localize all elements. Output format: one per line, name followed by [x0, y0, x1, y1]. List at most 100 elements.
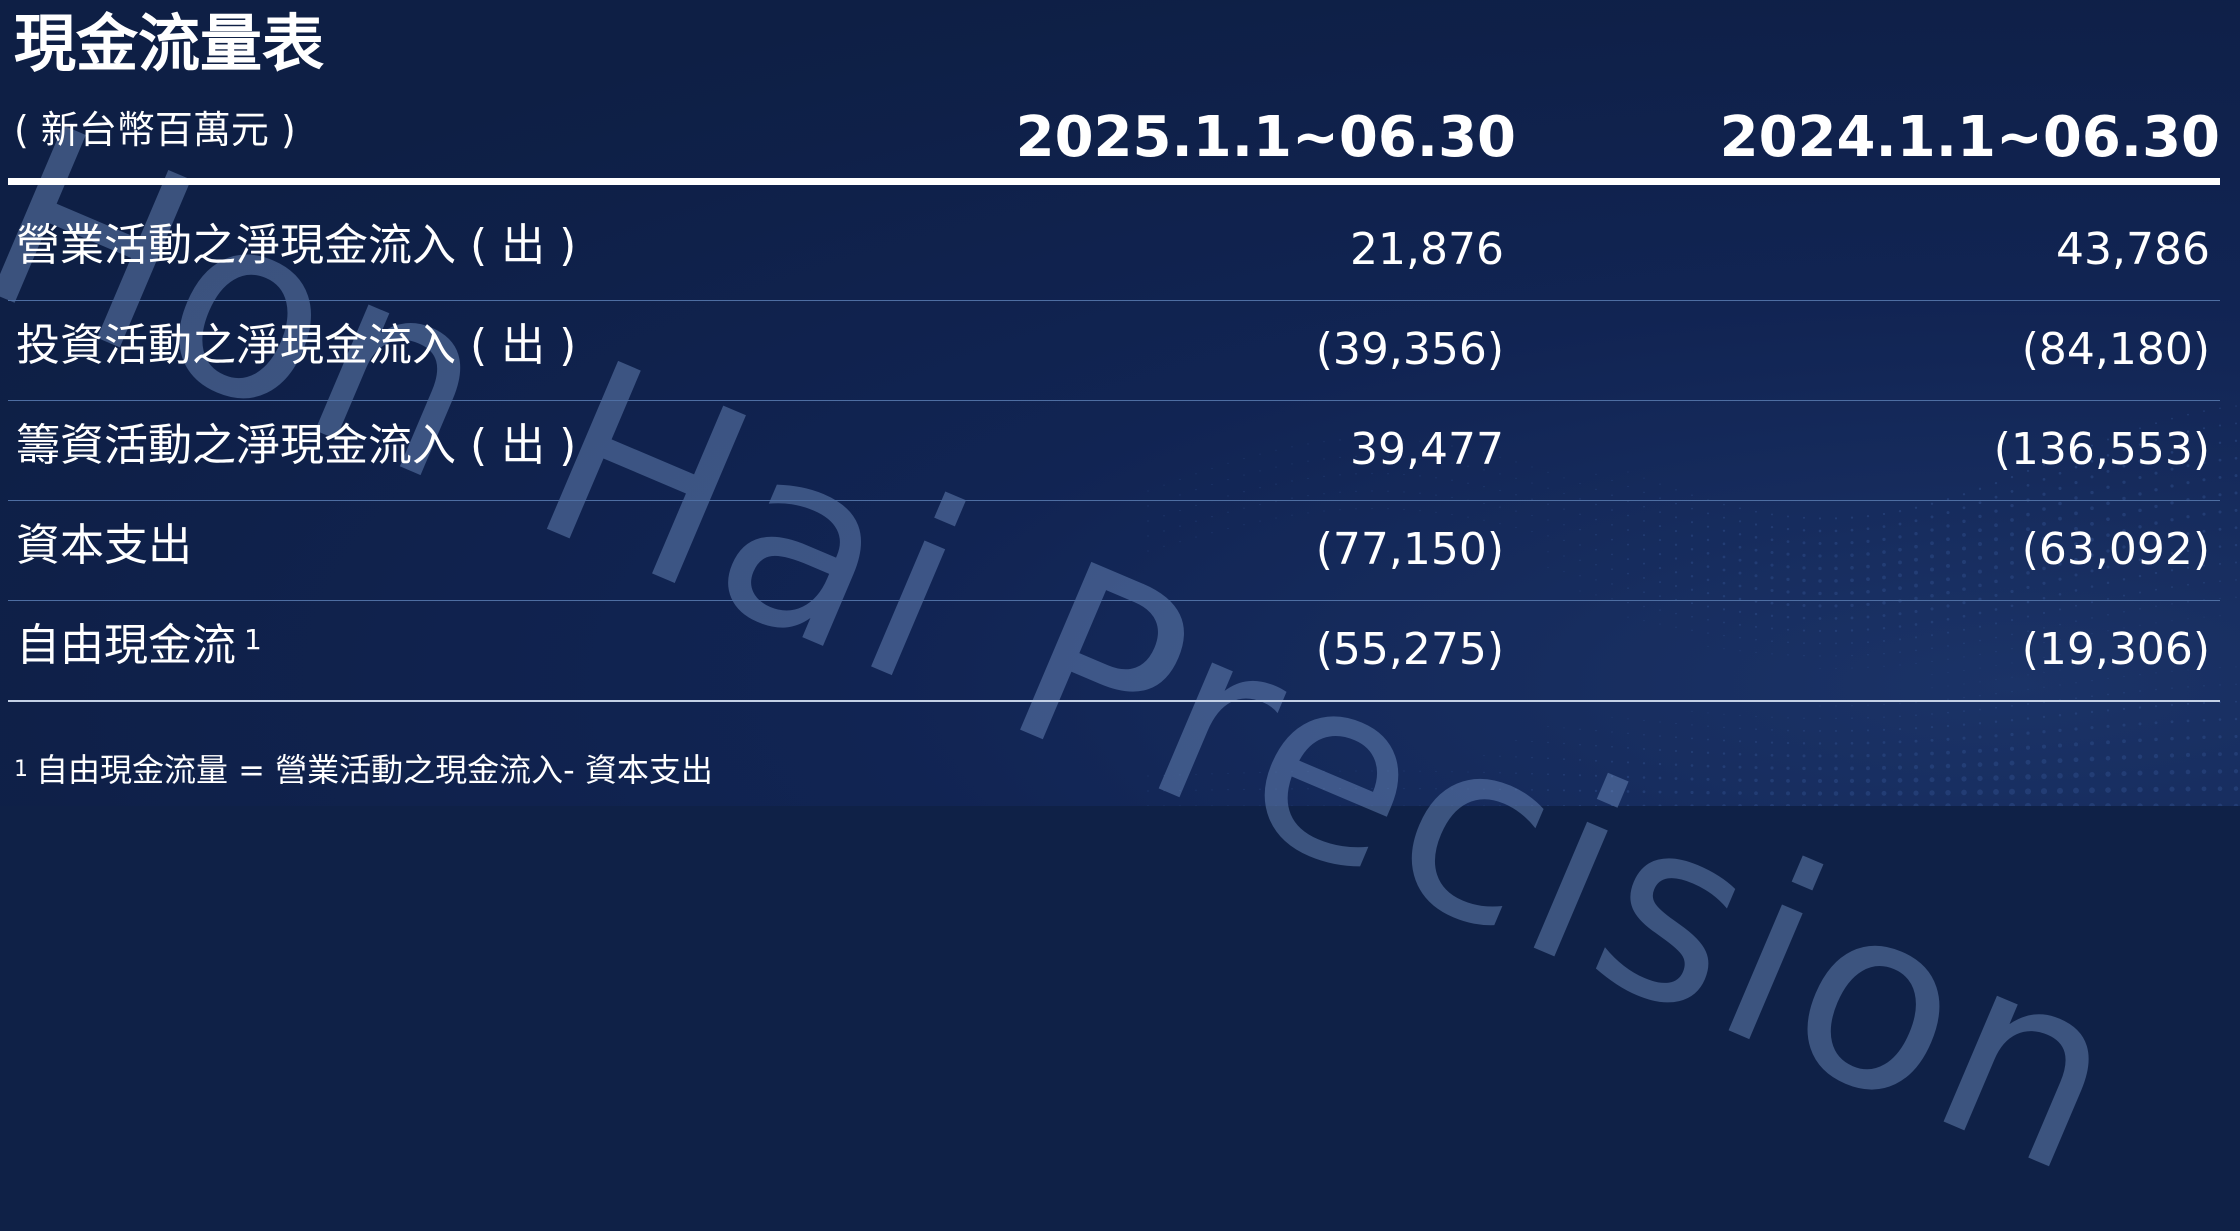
- decorative-dot: [1898, 612, 1902, 616]
- decorative-dot: [1897, 778, 1903, 783]
- decorative-dot: [1163, 790, 1165, 792]
- decorative-dot: [2058, 531, 2062, 536]
- decorative-dot: [1722, 765, 1726, 769]
- decorative-dot: [1850, 516, 1854, 519]
- decorative-dot: [1818, 541, 1822, 545]
- decorative-dot: [1738, 791, 1742, 795]
- decorative-dot: [1834, 541, 1838, 545]
- decorative-dot: [1899, 651, 1901, 653]
- decorative-dot: [1754, 791, 1758, 796]
- decorative-dot: [1147, 550, 1149, 552]
- decorative-dot: [1866, 741, 1870, 745]
- decorative-dot: [1403, 508, 1405, 510]
- decorative-dot: [2010, 504, 2014, 508]
- decorative-dot: [2218, 562, 2222, 565]
- decorative-dot: [2026, 717, 2030, 720]
- decorative-dot: [1787, 717, 1789, 719]
- decorative-dot: [2185, 769, 2191, 775]
- decorative-dot: [1371, 437, 1373, 440]
- decorative-dot: [1914, 727, 1918, 730]
- decorative-dot: [1626, 761, 1630, 764]
- decorative-dot: [1849, 791, 1855, 796]
- decorative-dot: [2072, 802, 2080, 806]
- decorative-dot: [1707, 632, 1709, 634]
- decorative-dot: [2170, 484, 2174, 488]
- decorative-dot: [2218, 510, 2222, 514]
- decorative-dot: [1850, 754, 1854, 758]
- decorative-dot: [1706, 551, 1710, 555]
- row-value-2024: (84,180): [2021, 324, 2210, 375]
- decorative-dot: [1994, 720, 1998, 723]
- decorative-dot: [2011, 690, 2013, 693]
- decorative-dot: [1419, 492, 1421, 494]
- row-value-2024: (136,553): [1993, 424, 2210, 475]
- decorative-dot: [1259, 487, 1261, 489]
- decorative-dot: [1658, 762, 1662, 766]
- decorative-dot: [1435, 459, 1437, 462]
- decorative-dot: [1770, 601, 1774, 605]
- decorative-dot: [1579, 498, 1581, 500]
- decorative-dot: [2154, 737, 2158, 742]
- decorative-dot: [1179, 774, 1181, 776]
- decorative-dot: [1355, 787, 1357, 790]
- decorative-dot: [1834, 517, 1838, 520]
- decorative-dot: [1978, 528, 1982, 533]
- decorative-dot: [1467, 771, 1469, 773]
- decorative-dot: [2106, 454, 2110, 457]
- decorative-dot: [1866, 766, 1870, 771]
- decorative-dot: [1754, 561, 1758, 565]
- decorative-dot: [1834, 742, 1838, 745]
- decorative-dot: [1946, 577, 1950, 582]
- decorative-dot: [1563, 727, 1565, 729]
- decorative-dot: [1179, 789, 1181, 792]
- decorative-dot: [1547, 757, 1549, 760]
- decorative-dot: [1867, 641, 1869, 644]
- decorative-dot: [1307, 443, 1309, 445]
- decorative-dot: [1786, 527, 1790, 531]
- decorative-dot: [1979, 653, 1981, 655]
- decorative-dot: [1818, 778, 1822, 783]
- decorative-dot: [1690, 790, 1694, 795]
- decorative-dot: [1946, 724, 1950, 728]
- decorative-dot: [1786, 552, 1790, 556]
- decorative-dot: [1850, 603, 1854, 607]
- decorative-dot: [1962, 560, 1966, 565]
- decorative-dot: [1929, 777, 1935, 783]
- decorative-dot: [1595, 594, 1597, 596]
- decorative-dot: [1275, 449, 1277, 451]
- decorative-dot: [2217, 769, 2223, 774]
- decorative-dot: [2219, 597, 2221, 600]
- decorative-dot: [1579, 528, 1581, 531]
- decorative-dot: [1147, 535, 1149, 537]
- decorative-dot: [1578, 789, 1582, 792]
- decorative-dot: [1802, 779, 1806, 783]
- decorative-dot: [1978, 542, 1982, 546]
- decorative-dot: [1770, 614, 1774, 618]
- decorative-dot: [1642, 762, 1646, 765]
- decorative-dot: [2171, 620, 2173, 622]
- decorative-dot: [1659, 581, 1661, 584]
- decorative-dot: [2137, 754, 2143, 759]
- decorative-dot: [1722, 608, 1726, 611]
- decorative-dot: [1674, 543, 1678, 546]
- decorative-dot: [1979, 695, 1981, 697]
- decorative-dot: [1675, 516, 1677, 519]
- decorative-dot: [2105, 787, 2111, 793]
- decorative-dot: [1323, 770, 1325, 772]
- decorative-dot: [2058, 546, 2062, 551]
- decorative-dot: [1707, 512, 1709, 515]
- decorative-dot: [1947, 672, 1949, 674]
- decorative-dot: [2138, 475, 2142, 480]
- decorative-dot: [2170, 535, 2174, 539]
- decorative-dot: [1866, 552, 1870, 556]
- decorative-dot: [2090, 506, 2094, 511]
- decorative-dot: [1323, 510, 1325, 512]
- decorative-dot: [1802, 553, 1806, 557]
- decorative-dot: [1961, 763, 1967, 768]
- decorative-dot: [1195, 773, 1197, 775]
- decorative-dot: [1835, 717, 1837, 720]
- decorative-dot: [2041, 773, 2047, 780]
- decorative-dot: [1866, 615, 1870, 619]
- decorative-dot: [1483, 755, 1485, 757]
- decorative-dot: [1849, 778, 1855, 784]
